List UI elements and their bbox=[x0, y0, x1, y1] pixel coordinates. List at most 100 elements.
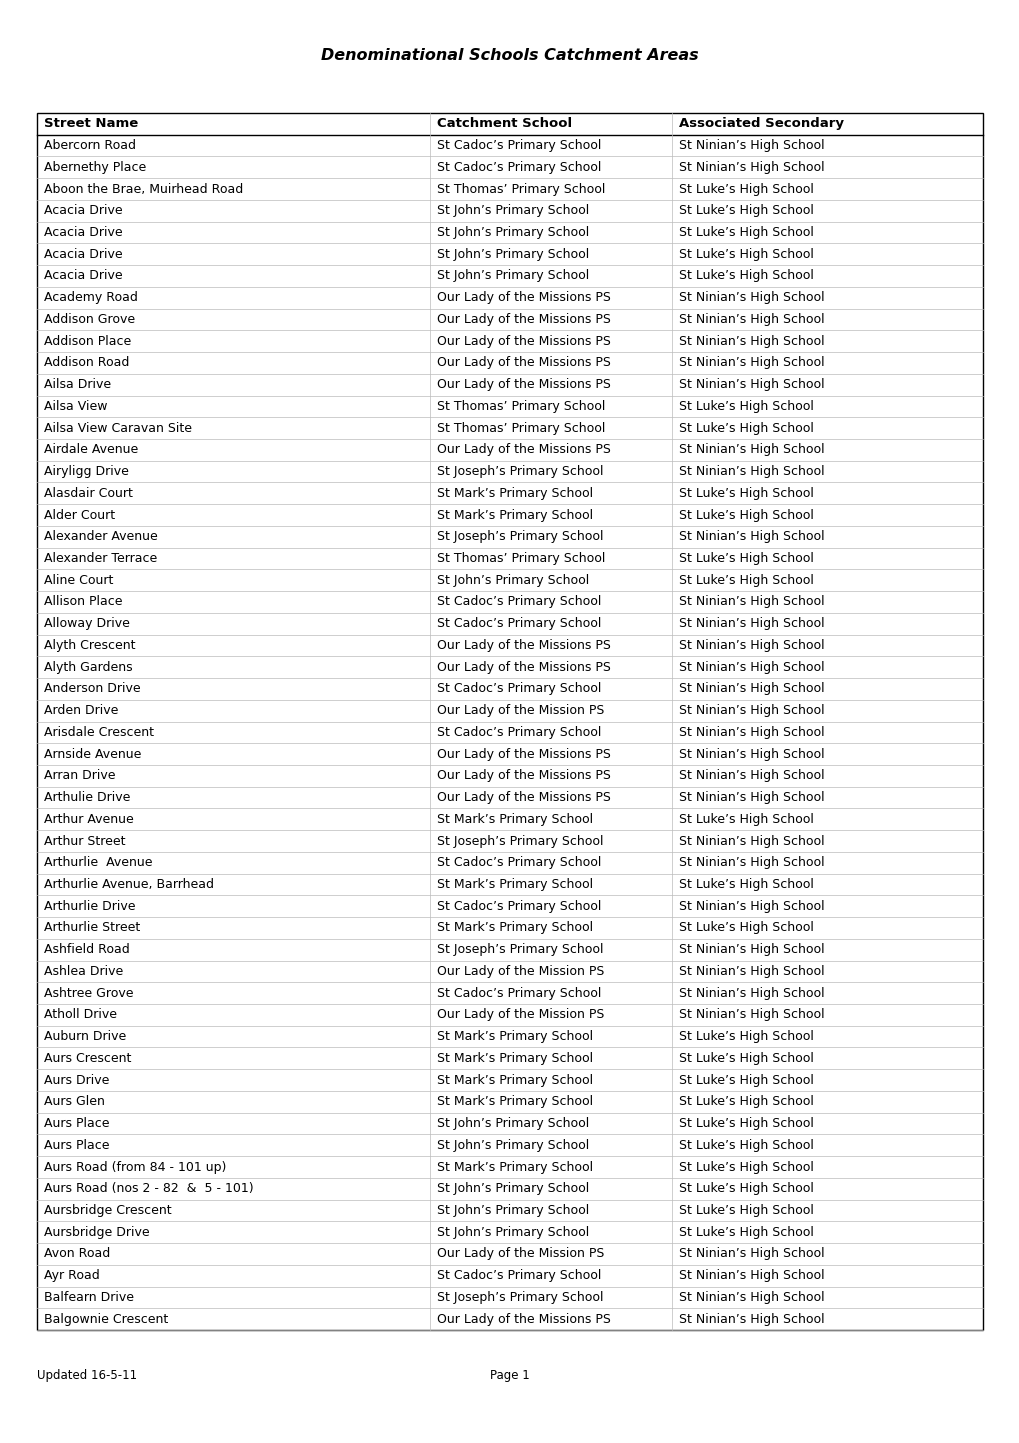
Text: Abercorn Road: Abercorn Road bbox=[44, 139, 136, 152]
Text: Catchment School: Catchment School bbox=[437, 117, 572, 130]
Text: Aline Court: Aline Court bbox=[44, 574, 113, 587]
Text: Our Lady of the Mission PS: Our Lady of the Mission PS bbox=[437, 965, 604, 978]
Text: Aurs Drive: Aurs Drive bbox=[44, 1074, 109, 1087]
Text: Ailsa Drive: Ailsa Drive bbox=[44, 378, 111, 391]
Text: St Ninian’s High School: St Ninian’s High School bbox=[679, 661, 824, 674]
Text: Aurs Road (from 84 - 101 up): Aurs Road (from 84 - 101 up) bbox=[44, 1160, 226, 1173]
Text: Arran Drive: Arran Drive bbox=[44, 769, 115, 782]
Text: Allison Place: Allison Place bbox=[44, 596, 122, 609]
Text: Ailsa View: Ailsa View bbox=[44, 400, 108, 413]
Text: St Ninian’s High School: St Ninian’s High School bbox=[679, 747, 824, 760]
Text: St Luke’s High School: St Luke’s High School bbox=[679, 1095, 813, 1108]
Text: Our Lady of the Missions PS: Our Lady of the Missions PS bbox=[437, 661, 610, 674]
Text: Arthur Avenue: Arthur Avenue bbox=[44, 812, 133, 825]
Text: St John’s Primary School: St John’s Primary School bbox=[437, 248, 589, 261]
Text: St Ninian’s High School: St Ninian’s High School bbox=[679, 704, 824, 717]
Text: St Mark’s Primary School: St Mark’s Primary School bbox=[437, 812, 593, 825]
Text: St Ninian’s High School: St Ninian’s High School bbox=[679, 465, 824, 478]
Text: Aurs Glen: Aurs Glen bbox=[44, 1095, 105, 1108]
Text: Airdale Avenue: Airdale Avenue bbox=[44, 443, 139, 456]
Text: St Thomas’ Primary School: St Thomas’ Primary School bbox=[437, 421, 605, 434]
Text: Auburn Drive: Auburn Drive bbox=[44, 1030, 126, 1043]
Text: Addison Place: Addison Place bbox=[44, 335, 131, 348]
Text: St Luke’s High School: St Luke’s High School bbox=[679, 270, 813, 283]
Text: St Joseph’s Primary School: St Joseph’s Primary School bbox=[437, 1291, 603, 1304]
Text: St John’s Primary School: St John’s Primary School bbox=[437, 1225, 589, 1238]
Text: St Ninian’s High School: St Ninian’s High School bbox=[679, 335, 824, 348]
Text: St Ninian’s High School: St Ninian’s High School bbox=[679, 639, 824, 652]
Text: St Luke’s High School: St Luke’s High School bbox=[679, 421, 813, 434]
Text: St John’s Primary School: St John’s Primary School bbox=[437, 1139, 589, 1152]
Text: St Luke’s High School: St Luke’s High School bbox=[679, 227, 813, 240]
Text: St Mark’s Primary School: St Mark’s Primary School bbox=[437, 1160, 593, 1173]
Text: St Cadoc’s Primary School: St Cadoc’s Primary School bbox=[437, 856, 601, 869]
Text: St John’s Primary School: St John’s Primary School bbox=[437, 1182, 589, 1195]
Text: St Ninian’s High School: St Ninian’s High School bbox=[679, 856, 824, 869]
Text: Aurs Crescent: Aurs Crescent bbox=[44, 1052, 131, 1065]
Text: Updated 16-5-11: Updated 16-5-11 bbox=[37, 1368, 137, 1381]
Text: Addison Grove: Addison Grove bbox=[44, 313, 136, 326]
Text: Aursbridge Crescent: Aursbridge Crescent bbox=[44, 1203, 171, 1216]
Text: St Ninian’s High School: St Ninian’s High School bbox=[679, 160, 824, 173]
Text: Acacia Drive: Acacia Drive bbox=[44, 270, 122, 283]
Text: Balgownie Crescent: Balgownie Crescent bbox=[44, 1313, 168, 1326]
Text: St Ninian’s High School: St Ninian’s High School bbox=[679, 683, 824, 696]
Text: St Ninian’s High School: St Ninian’s High School bbox=[679, 834, 824, 847]
Text: St Cadoc’s Primary School: St Cadoc’s Primary School bbox=[437, 618, 601, 631]
Text: Our Lady of the Missions PS: Our Lady of the Missions PS bbox=[437, 791, 610, 804]
Text: Alexander Avenue: Alexander Avenue bbox=[44, 530, 158, 543]
Text: St Ninian’s High School: St Ninian’s High School bbox=[679, 378, 824, 391]
Text: St Ninian’s High School: St Ninian’s High School bbox=[679, 596, 824, 609]
Text: Addison Road: Addison Road bbox=[44, 356, 129, 369]
Text: Ayr Road: Ayr Road bbox=[44, 1270, 100, 1283]
Text: Acacia Drive: Acacia Drive bbox=[44, 205, 122, 218]
Text: Aursbridge Drive: Aursbridge Drive bbox=[44, 1225, 150, 1238]
Text: St Ninian’s High School: St Ninian’s High School bbox=[679, 530, 824, 543]
Text: Arthurlie Street: Arthurlie Street bbox=[44, 922, 141, 935]
Text: Our Lady of the Mission PS: Our Lady of the Mission PS bbox=[437, 704, 604, 717]
Text: Airyligg Drive: Airyligg Drive bbox=[44, 465, 128, 478]
Text: Arthurlie  Avenue: Arthurlie Avenue bbox=[44, 856, 153, 869]
Text: St Joseph’s Primary School: St Joseph’s Primary School bbox=[437, 834, 603, 847]
Text: Avon Road: Avon Road bbox=[44, 1247, 110, 1260]
Text: St Mark’s Primary School: St Mark’s Primary School bbox=[437, 922, 593, 935]
Text: Our Lady of the Missions PS: Our Lady of the Missions PS bbox=[437, 291, 610, 304]
Text: St Mark’s Primary School: St Mark’s Primary School bbox=[437, 877, 593, 890]
Text: St Luke’s High School: St Luke’s High School bbox=[679, 1225, 813, 1238]
Text: Street Name: Street Name bbox=[44, 117, 139, 130]
Text: St Luke’s High School: St Luke’s High School bbox=[679, 1160, 813, 1173]
Text: St Ninian’s High School: St Ninian’s High School bbox=[679, 965, 824, 978]
Text: St Joseph’s Primary School: St Joseph’s Primary School bbox=[437, 944, 603, 957]
Text: St Joseph’s Primary School: St Joseph’s Primary School bbox=[437, 530, 603, 543]
Text: St Luke’s High School: St Luke’s High School bbox=[679, 486, 813, 499]
Text: St Ninian’s High School: St Ninian’s High School bbox=[679, 987, 824, 1000]
Text: St Luke’s High School: St Luke’s High School bbox=[679, 1052, 813, 1065]
Text: St Mark’s Primary School: St Mark’s Primary School bbox=[437, 486, 593, 499]
Text: Academy Road: Academy Road bbox=[44, 291, 138, 304]
Text: Our Lady of the Missions PS: Our Lady of the Missions PS bbox=[437, 335, 610, 348]
Text: St Thomas’ Primary School: St Thomas’ Primary School bbox=[437, 553, 605, 566]
Text: St Thomas’ Primary School: St Thomas’ Primary School bbox=[437, 183, 605, 196]
Text: St Cadoc’s Primary School: St Cadoc’s Primary School bbox=[437, 683, 601, 696]
Text: Acacia Drive: Acacia Drive bbox=[44, 248, 122, 261]
Text: St Ninian’s High School: St Ninian’s High School bbox=[679, 944, 824, 957]
Text: Aurs Road (nos 2 - 82  &  5 - 101): Aurs Road (nos 2 - 82 & 5 - 101) bbox=[44, 1182, 254, 1195]
Text: Denominational Schools Catchment Areas: Denominational Schools Catchment Areas bbox=[321, 48, 698, 62]
Text: St Cadoc’s Primary School: St Cadoc’s Primary School bbox=[437, 1270, 601, 1283]
Text: St Joseph’s Primary School: St Joseph’s Primary School bbox=[437, 465, 603, 478]
Text: St Mark’s Primary School: St Mark’s Primary School bbox=[437, 508, 593, 521]
Text: St Ninian’s High School: St Ninian’s High School bbox=[679, 139, 824, 152]
Text: Alder Court: Alder Court bbox=[44, 508, 115, 521]
Text: St Mark’s Primary School: St Mark’s Primary School bbox=[437, 1095, 593, 1108]
Text: St Cadoc’s Primary School: St Cadoc’s Primary School bbox=[437, 160, 601, 173]
Text: St John’s Primary School: St John’s Primary School bbox=[437, 574, 589, 587]
Text: St Ninian’s High School: St Ninian’s High School bbox=[679, 1291, 824, 1304]
Text: St Ninian’s High School: St Ninian’s High School bbox=[679, 1270, 824, 1283]
Text: St Mark’s Primary School: St Mark’s Primary School bbox=[437, 1030, 593, 1043]
Text: St Luke’s High School: St Luke’s High School bbox=[679, 574, 813, 587]
Text: St Ninian’s High School: St Ninian’s High School bbox=[679, 726, 824, 739]
Text: St Ninian’s High School: St Ninian’s High School bbox=[679, 900, 824, 913]
Text: St Mark’s Primary School: St Mark’s Primary School bbox=[437, 1052, 593, 1065]
Text: Arden Drive: Arden Drive bbox=[44, 704, 118, 717]
Text: St John’s Primary School: St John’s Primary School bbox=[437, 227, 589, 240]
